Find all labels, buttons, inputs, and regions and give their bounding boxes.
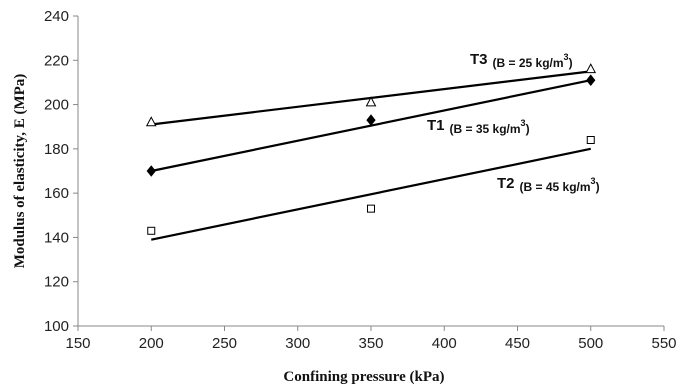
y-tick-label: 180 [44,141,69,158]
x-tick-label: 300 [285,335,310,352]
y-tick-label: 140 [44,229,69,246]
x-tick-label: 500 [578,335,603,352]
series-label-t3: T3 (B = 25 kg/m3) [470,51,573,70]
y-tick-label: 100 [44,318,69,335]
axes [73,15,665,331]
y-tick-label: 240 [44,8,69,25]
series-label-t1: T1 (B = 35 kg/m3) [427,117,530,136]
x-tick-label: 450 [505,335,530,352]
x-tick-label: 400 [432,335,457,352]
trend-line-t2 [151,147,591,241]
x-tick-label: 200 [139,335,164,352]
series-label-t2: T2 (B = 45 kg/m3) [497,175,600,194]
tick-labels: 150 200 250 300 350 400 450 500 550 100 120 140 160 1… [44,8,677,352]
y-tick-label: 160 [44,185,69,202]
marker-t2 [147,226,156,235]
marker-t1 [366,114,376,126]
x-tick-label: 250 [212,335,237,352]
marker-t1 [586,74,596,87]
marker-t1 [146,165,156,177]
x-tick-label: 150 [65,335,90,352]
x-tick-label: 550 [651,335,676,352]
x-tick-label: 350 [358,335,383,352]
y-tick-label: 200 [44,97,69,114]
marker-t2 [367,204,375,213]
x-axis-title: Confining pressure (kPa) [283,369,444,385]
marker-t3 [365,96,377,107]
marker-t3 [585,63,597,74]
data-markers [145,63,597,235]
marker-t2 [586,136,595,144]
series-labels: T3 (B = 25 kg/m3) T1 (B = 35 kg/m3) T2 (B = 4… [427,51,600,194]
y-tick-label: 120 [44,274,69,291]
y-axis-title: Modulus of elasticity, E (MPa) [12,74,28,269]
y-tick-label: 220 [44,52,69,69]
marker-t3 [145,116,157,127]
